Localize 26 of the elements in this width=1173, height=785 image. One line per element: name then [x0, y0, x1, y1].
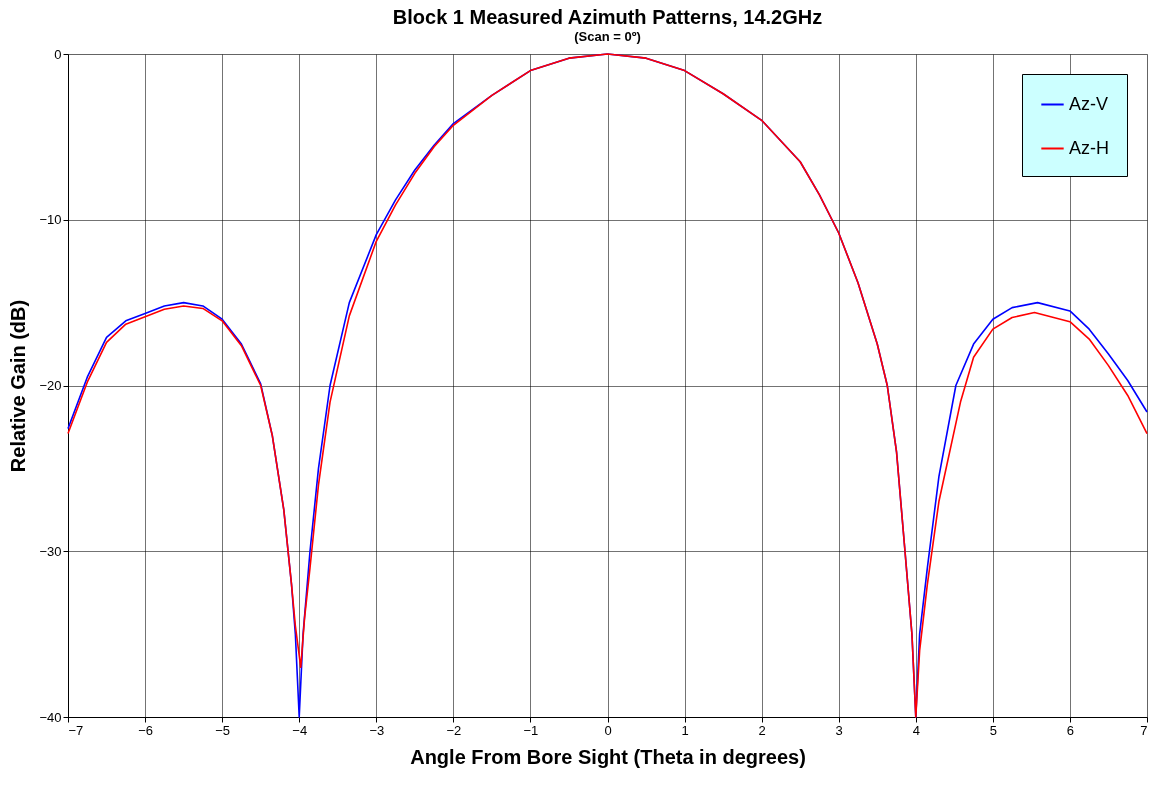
y-tick-label: −10	[39, 212, 62, 228]
x-tick-label: −7	[68, 722, 84, 738]
chart-subtitle: (Scan = 0º)	[574, 29, 641, 44]
legend-label: Az-V	[1069, 93, 1109, 114]
x-tick-label: 6	[1066, 722, 1075, 738]
x-tick-label: −6	[138, 722, 153, 738]
x-tick-label: −3	[369, 722, 385, 738]
x-axis-title: Angle From Bore Sight (Theta in degrees)	[410, 745, 806, 768]
legend-label: Az-H	[1069, 137, 1109, 158]
x-tick-label: 4	[912, 722, 920, 738]
x-tick-label: 1	[681, 722, 689, 738]
x-tick-label: 0	[604, 722, 612, 738]
x-tick-label: 2	[758, 722, 766, 738]
x-tick-label: 5	[989, 722, 997, 738]
y-axis-title: Relative Gain (dB)	[7, 299, 30, 473]
x-tick-label: −4	[292, 722, 308, 738]
y-tick-label: −40	[39, 709, 62, 725]
x-tick-label: 7	[1140, 722, 1148, 738]
x-tick-label: −2	[446, 722, 462, 738]
x-tick-label: −1	[523, 722, 539, 738]
y-tick-label: −30	[39, 543, 62, 559]
x-tick-label: −5	[215, 722, 231, 738]
chart-title: Block 1 Measured Azimuth Patterns, 14.2GHz	[392, 6, 823, 28]
x-tick-label: 3	[835, 722, 843, 738]
y-tick-label: −20	[39, 378, 62, 393]
y-tick-label: 0	[54, 46, 62, 62]
